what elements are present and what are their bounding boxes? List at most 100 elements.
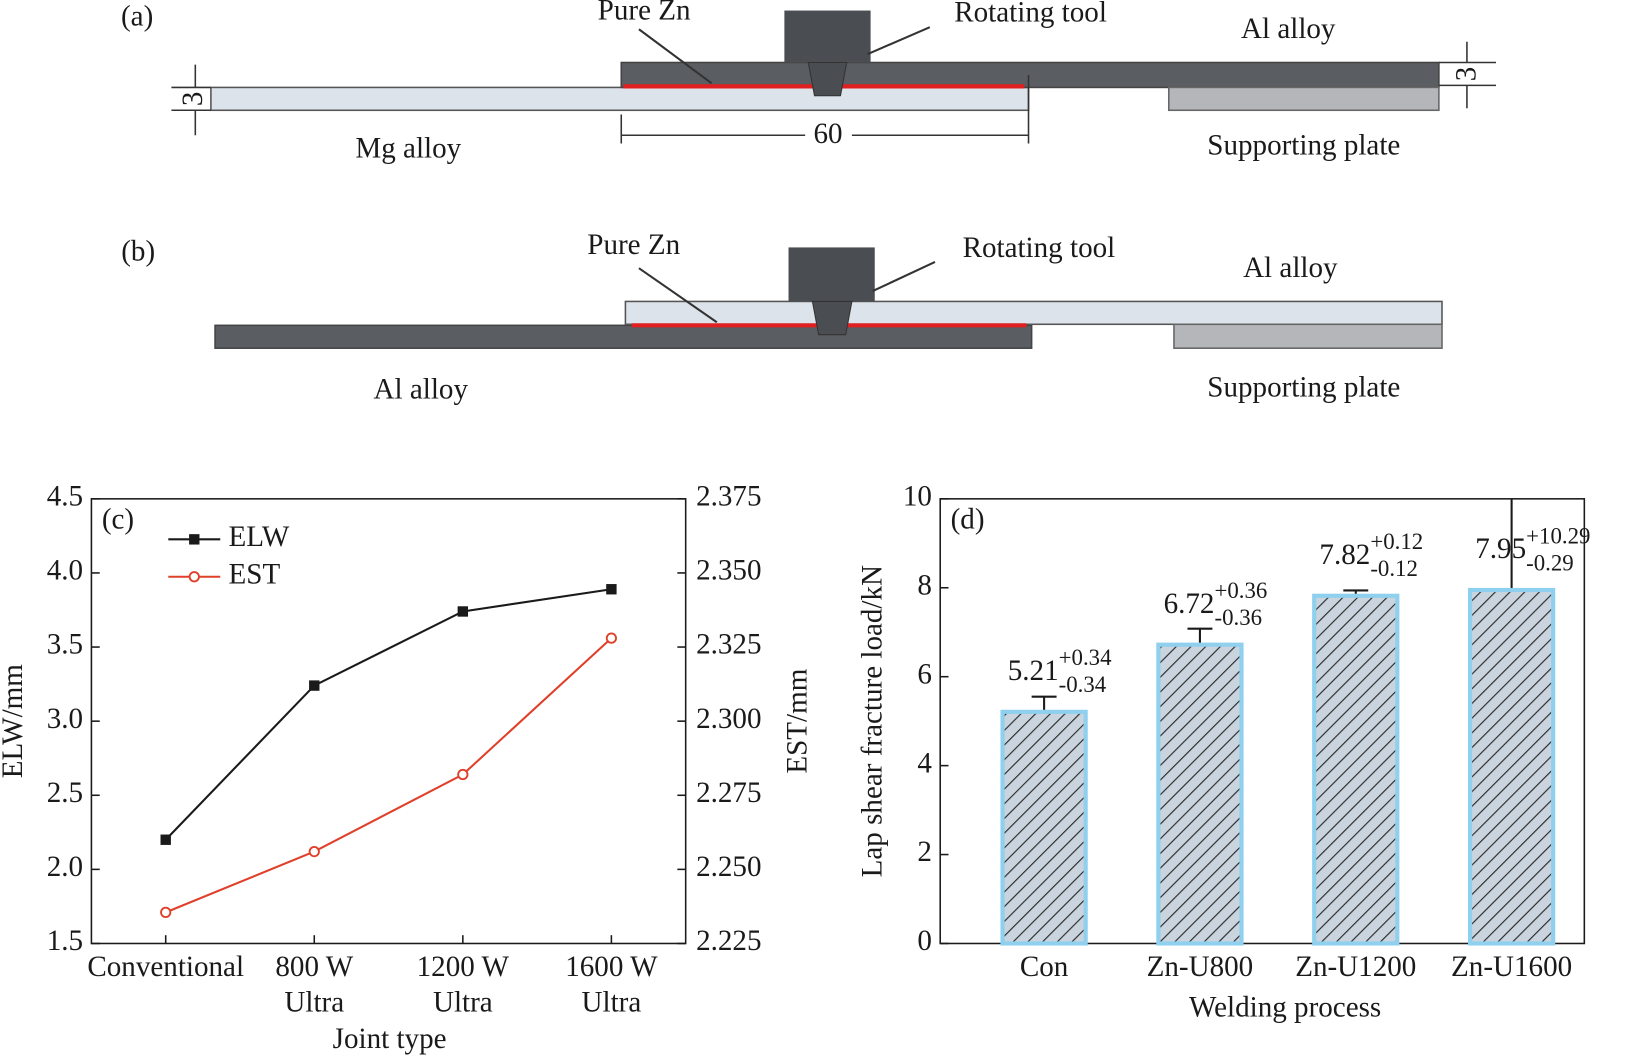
error-bars bbox=[1031, 498, 1525, 728]
leader bbox=[638, 28, 713, 85]
tick-label: 2 bbox=[917, 836, 932, 868]
panel-label: (a) bbox=[121, 1, 153, 33]
tick-label: 2.0 bbox=[47, 851, 83, 883]
bar bbox=[1156, 642, 1244, 946]
leader bbox=[638, 267, 718, 324]
tick-label: 2.5 bbox=[47, 777, 83, 809]
error-plus-label: +10.29 bbox=[1526, 523, 1590, 548]
marker bbox=[308, 845, 320, 858]
error-minus-label: -0.36 bbox=[1214, 605, 1262, 630]
legend-marker bbox=[189, 534, 200, 545]
marker bbox=[457, 768, 469, 781]
error-minus-label: -0.29 bbox=[1526, 550, 1574, 575]
label: Rotating tool bbox=[954, 0, 1107, 28]
marker bbox=[457, 606, 469, 617]
y-axis-label: Lap shear fracture load/kN bbox=[856, 565, 888, 877]
x-axis-label: Welding process bbox=[1189, 992, 1381, 1024]
bar bbox=[1000, 709, 1088, 946]
value-label: 5.21 bbox=[1008, 655, 1059, 687]
panel-label: (c) bbox=[102, 503, 134, 535]
tick-label: 1.5 bbox=[47, 925, 83, 957]
x-axis-label: Joint type bbox=[333, 1023, 447, 1055]
error-minus-label: -0.12 bbox=[1370, 556, 1418, 581]
tick-label: 3.5 bbox=[47, 629, 83, 661]
y-axis-label: ELW/mm bbox=[0, 664, 29, 779]
tick-label: 2.300 bbox=[696, 703, 761, 735]
error-minus-label: -0.34 bbox=[1059, 672, 1107, 697]
series-line bbox=[165, 637, 613, 914]
dimension: 3 bbox=[1451, 67, 1483, 82]
diagram-b: (b) Pure Zn Rotating tool Al alloy Al al… bbox=[121, 229, 1443, 405]
label: Supporting plate bbox=[1207, 129, 1400, 161]
tool bbox=[788, 247, 875, 302]
x-tick-label: Ultra bbox=[284, 986, 344, 1018]
label: Rotating tool bbox=[963, 232, 1116, 264]
label: Al alloy bbox=[1243, 252, 1338, 284]
label: Pure Zn bbox=[598, 0, 691, 26]
tick-label: 2.250 bbox=[696, 851, 761, 883]
x-tick-label: Conventional bbox=[87, 951, 244, 983]
dimension: 3 bbox=[177, 92, 209, 107]
tick-label: 2.275 bbox=[696, 777, 761, 809]
x-tick-label: 800 W bbox=[275, 951, 353, 983]
x-tick-label: 1200 W bbox=[417, 951, 510, 983]
tick-label: 10 bbox=[903, 481, 932, 513]
marker bbox=[160, 834, 171, 845]
error-plus-label: +0.12 bbox=[1370, 529, 1423, 554]
plot-frame bbox=[939, 498, 1586, 945]
diagram-a: (a) Pure Zn Rotating tool Al alloy Mg al… bbox=[121, 0, 1497, 164]
y2-axis-label: EST/mm bbox=[782, 668, 814, 773]
tick-label: 0 bbox=[917, 925, 932, 957]
label: Supporting plate bbox=[1207, 371, 1400, 403]
x-tick-label: Con bbox=[1020, 951, 1069, 983]
tick-label: 4.5 bbox=[47, 481, 83, 513]
tick-label: 4.0 bbox=[47, 555, 83, 587]
support-plate bbox=[1167, 86, 1440, 112]
marker bbox=[160, 906, 172, 918]
dimension-lines bbox=[171, 41, 1497, 144]
value-label: 7.95 bbox=[1475, 533, 1526, 565]
bar bbox=[1467, 587, 1556, 946]
label: Al alloy bbox=[1241, 13, 1336, 45]
tick-label: 3.0 bbox=[47, 703, 83, 735]
support-plate bbox=[1173, 323, 1443, 349]
tick-label: 2.350 bbox=[696, 555, 761, 587]
al-plate bbox=[620, 61, 1440, 89]
label: Mg alloy bbox=[355, 132, 461, 164]
legend-marker bbox=[188, 571, 200, 583]
panel-label: (d) bbox=[951, 503, 985, 535]
x-tick-label: 1600 W bbox=[565, 951, 658, 983]
mg-plate bbox=[210, 86, 1030, 112]
tool bbox=[784, 10, 871, 63]
al-plate bbox=[624, 300, 1443, 326]
plot-frame bbox=[90, 498, 687, 945]
legend-label: ELW bbox=[229, 521, 290, 553]
panel-label: (b) bbox=[121, 235, 155, 267]
tick-label: 2.375 bbox=[696, 481, 761, 513]
x-tick-label: Zn-U800 bbox=[1147, 951, 1254, 983]
marker bbox=[606, 584, 617, 595]
leader bbox=[867, 26, 931, 56]
leader bbox=[872, 261, 936, 292]
tick-label: 4 bbox=[917, 747, 932, 779]
tick-label: 8 bbox=[917, 569, 932, 601]
label: Pure Zn bbox=[587, 229, 680, 261]
tool-pin bbox=[807, 61, 848, 97]
marker bbox=[605, 632, 618, 644]
x-tick-label: Zn-U1200 bbox=[1295, 951, 1416, 983]
error-plus-label: +0.34 bbox=[1059, 645, 1112, 670]
x-tick-label: Zn-U1600 bbox=[1451, 951, 1572, 983]
al-plate bbox=[214, 324, 1033, 349]
dimension: 60 bbox=[813, 118, 842, 150]
legend-label: EST bbox=[229, 558, 281, 590]
tick-label: 6 bbox=[917, 658, 932, 690]
tool-pin bbox=[811, 300, 853, 336]
label: Al alloy bbox=[374, 373, 469, 405]
series-line bbox=[164, 588, 612, 841]
value-label: 7.82 bbox=[1319, 539, 1370, 571]
marker bbox=[309, 680, 320, 691]
value-label: 6.72 bbox=[1164, 588, 1215, 620]
x-tick-label: Ultra bbox=[582, 986, 642, 1018]
